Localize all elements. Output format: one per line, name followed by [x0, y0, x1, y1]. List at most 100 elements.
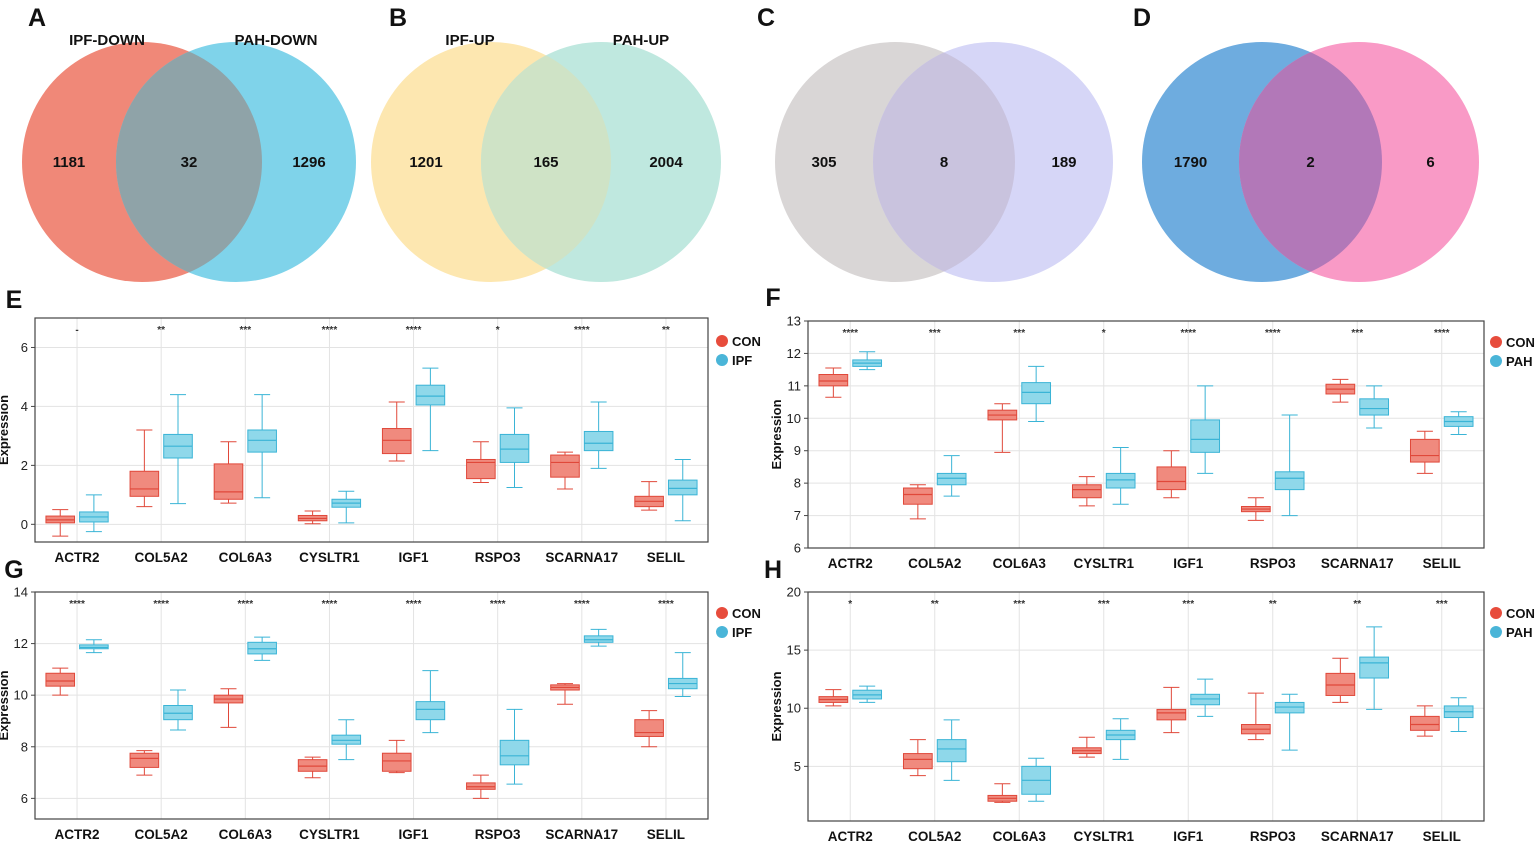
box-con-actr2 [818, 689, 849, 707]
box-iqr [902, 753, 933, 770]
y-tick-label: 7 [794, 508, 801, 523]
y-tick-label: 10 [787, 411, 801, 426]
venn-count-overlap: 2 [1306, 154, 1314, 171]
box-iqr [583, 430, 614, 452]
box-pah-col5a2 [936, 455, 967, 497]
box-iqr [381, 752, 412, 772]
box-con-actr2 [818, 367, 849, 398]
x-category-label: SELIL [1423, 556, 1461, 571]
venn-label-left: IPF-DOWN [69, 32, 145, 49]
significance-label: *** [1182, 599, 1194, 610]
significance-label: * [1102, 328, 1106, 339]
x-category-label: COL6A3 [993, 556, 1047, 571]
box-iqr [1409, 438, 1440, 463]
box-con-scarna17 [1325, 657, 1356, 703]
venn-count-right: 189 [1051, 154, 1076, 171]
panel-letter-B: B [389, 4, 407, 32]
box-iqr [1190, 419, 1221, 453]
significance-label: ** [931, 599, 939, 610]
box-ipf-col5a2 [163, 689, 193, 731]
x-category-label: COL6A3 [219, 827, 273, 842]
y-tick-label: 20 [787, 585, 801, 600]
x-category-label: ACTR2 [828, 829, 873, 842]
box-con-rspo3 [1240, 692, 1271, 741]
box-ipf-rspo3 [499, 407, 530, 488]
legend-marker-con [716, 607, 728, 619]
box-pah-actr2 [852, 685, 883, 703]
legend-marker-pah [1490, 355, 1502, 367]
box-con-rspo3 [466, 774, 496, 799]
box-iqr [129, 752, 160, 768]
venn-count-right: 1296 [292, 154, 325, 171]
x-category-label: ACTR2 [828, 556, 873, 571]
x-category-label: SCARNA17 [545, 827, 618, 842]
box-con-col6a3 [987, 783, 1018, 803]
venn-D: D 1790 2 6 [1133, 4, 1479, 282]
box-iqr [1409, 715, 1440, 731]
box-con-col5a2 [902, 484, 933, 520]
box-iqr [667, 479, 698, 496]
venn-overlap [873, 42, 1015, 282]
significance-label: * [848, 599, 852, 610]
x-category-label: IGF1 [399, 550, 429, 565]
x-category-label: RSPO3 [475, 827, 521, 842]
x-category-label: COL5A2 [908, 556, 961, 571]
box-iqr [466, 458, 496, 480]
box-ipf-actr2 [79, 639, 109, 654]
legend-label-con: CON [1506, 335, 1535, 350]
box-con-actr2 [45, 667, 76, 696]
box-pah-cysltr1 [1105, 718, 1136, 760]
x-category-label: COL5A2 [908, 829, 961, 842]
venn-label-right: PAH-UP [613, 32, 669, 49]
venn-label-left: IPF-UP [445, 32, 494, 49]
legend-label-con: CON [732, 606, 761, 621]
box-iqr [818, 374, 849, 387]
significance-label: **** [490, 599, 506, 610]
plot-frame [807, 320, 1485, 549]
y-axis-label: Expression [0, 670, 11, 740]
significance-label: ** [157, 325, 165, 336]
box-pah-cysltr1 [1105, 446, 1136, 505]
venn-overlap [1239, 42, 1382, 282]
box-iqr [550, 454, 580, 478]
box-iqr [213, 463, 244, 500]
box-iqr [1071, 484, 1102, 499]
box-con-col5a2 [129, 429, 160, 508]
x-category-label: CYSLTR1 [1073, 556, 1134, 571]
box-con-rspo3 [1240, 497, 1271, 521]
y-tick-label: 6 [794, 541, 801, 556]
box-pah-actr2 [852, 351, 883, 371]
box-ipf-col6a3 [247, 394, 277, 499]
box-con-scarna17 [550, 683, 580, 705]
x-category-label: CYSLTR1 [1073, 829, 1134, 842]
box-con-cysltr1 [297, 510, 328, 525]
significance-label: **** [658, 599, 674, 610]
legend-label-ipf: IPF [732, 353, 752, 368]
significance-label: *** [1013, 599, 1025, 610]
y-tick-label: 15 [787, 643, 801, 658]
box-iqr [415, 384, 446, 406]
panel-letter-A: A [28, 4, 46, 32]
y-tick-label: 8 [794, 476, 801, 491]
box-iqr [1274, 471, 1305, 491]
box-iqr [79, 644, 109, 650]
chart-G: G 6 8 10 12 14 **** **** **** **** **** **** **** ***… [0, 556, 761, 842]
y-tick-label: 11 [788, 378, 802, 393]
box-iqr [1359, 656, 1390, 679]
y-tick-label: 8 [21, 739, 28, 754]
box-con-cysltr1 [1071, 476, 1102, 507]
significance-label: ** [1353, 599, 1361, 610]
x-category-label: COL5A2 [135, 550, 188, 565]
significance-label: *** [1013, 328, 1025, 339]
significance-label: **** [406, 325, 422, 336]
box-con-selil [634, 481, 664, 511]
x-category-label: IGF1 [1173, 829, 1203, 842]
x-category-label: SELIL [647, 550, 685, 565]
box-pah-rspo3 [1274, 414, 1305, 517]
box-iqr [415, 701, 446, 721]
y-tick-label: 10 [14, 688, 28, 703]
y-tick-label: 14 [14, 585, 28, 600]
legend-label-pah: PAH [1506, 354, 1532, 369]
